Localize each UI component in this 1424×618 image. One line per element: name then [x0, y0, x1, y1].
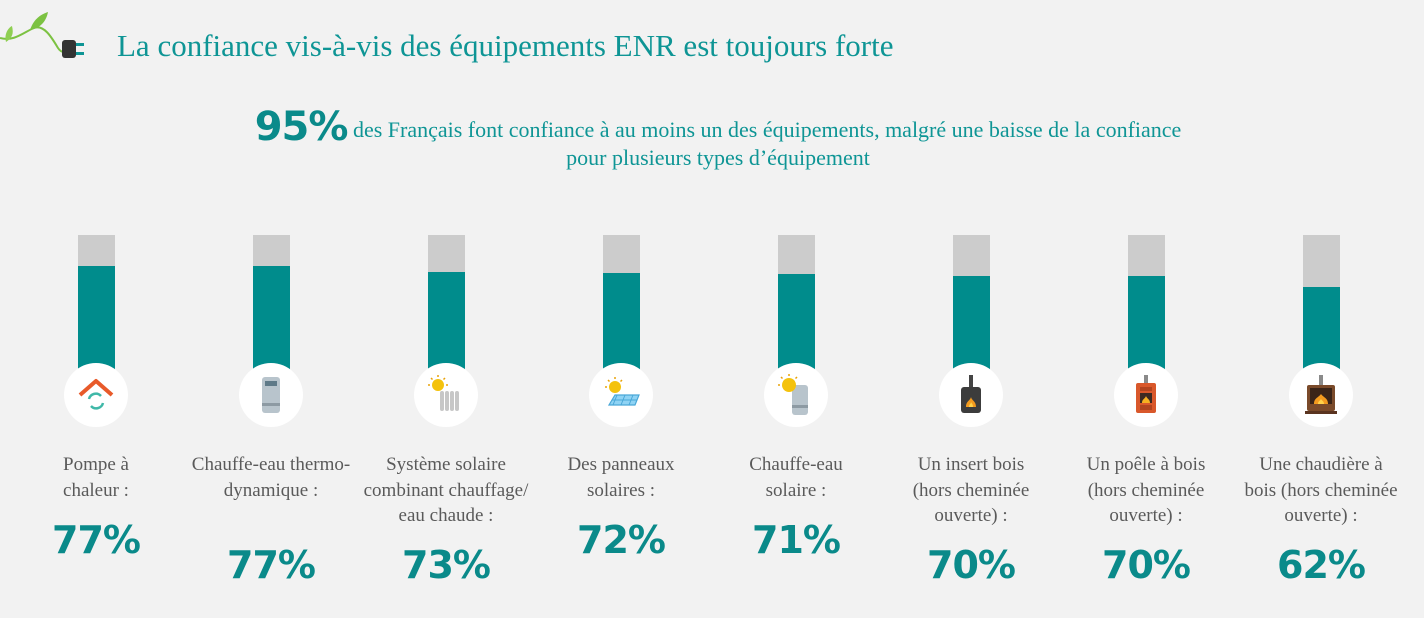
- subtitle-text: des Français font confiance à au moins u…: [352, 117, 1182, 170]
- wood-insert-icon: [939, 363, 1003, 427]
- bar-track-un-poele-a: [1127, 235, 1165, 371]
- bar-track-des-panneaux-solaires: [602, 235, 640, 371]
- heat-pump-icon: [64, 363, 128, 427]
- plug-leaf-icon: [0, 12, 84, 58]
- bar-chauffe-eau-solaire: [777, 274, 815, 371]
- bar-track-pompe-a-chaleur: [77, 235, 115, 371]
- category-label-chauffe-eau-solaire: Chauffe-eau solaire :: [749, 454, 843, 501]
- wood-boiler-icon: [1289, 363, 1353, 427]
- value-label-systeme-solaire-combinant: 73%: [402, 543, 491, 587]
- category-label-un-poele-a: Un poêle à bois (hors cheminée ouverte) :: [1086, 454, 1206, 526]
- wood-stove-icon: [1114, 363, 1178, 427]
- value-label-un-insert-bois: 70%: [927, 543, 1016, 587]
- subtitle: 95% des Français font confiance à au moi…: [238, 107, 1198, 172]
- value-label-chauffe-eau-thermo: 77%: [227, 543, 316, 587]
- page-title: La confiance vis-à-vis des équipements E…: [117, 28, 894, 63]
- bar-des-panneaux-solaires: [602, 273, 640, 371]
- solar-panel-icon: [589, 363, 653, 427]
- bar-track-systeme-solaire-combinant: [427, 235, 465, 371]
- bar-track-chauffe-eau-thermo: [252, 235, 290, 371]
- bar-une-chaudiere-a: [1302, 287, 1340, 371]
- category-label-des-panneaux-solaires: Des panneaux solaires :: [567, 454, 675, 501]
- value-label-pompe-a-chaleur: 77%: [52, 518, 141, 562]
- value-label-une-chaudiere-a: 62%: [1277, 543, 1366, 587]
- bar-pompe-a-chaleur: [77, 266, 115, 371]
- value-label-des-panneaux-solaires: 72%: [577, 518, 666, 562]
- category-label-pompe-a-chaleur: Pompe à chaleur :: [63, 454, 129, 501]
- bar-un-poele-a: [1127, 276, 1165, 371]
- bar-chauffe-eau-thermo: [252, 266, 290, 371]
- category-label-un-insert-bois: Un insert bois (hors cheminée ouverte) :: [912, 454, 1030, 526]
- category-label-une-chaudiere-a: Une chaudière à bois (hors cheminée ouvert…: [1244, 454, 1398, 526]
- value-label-chauffe-eau-solaire: 71%: [752, 518, 841, 562]
- bar-track-une-chaudiere-a: [1302, 235, 1340, 371]
- value-label-un-poele-a: 70%: [1102, 543, 1191, 587]
- category-label-systeme-solaire-combinant: Système solaire combinant chauffage/eau c…: [363, 454, 529, 526]
- solar-radiator-icon: [414, 363, 478, 427]
- category-label-chauffe-eau-thermo: Chauffe-eau thermo-dynamique :: [191, 454, 351, 501]
- subtitle-highlight: 95%: [254, 104, 349, 150]
- bar-track-chauffe-eau-solaire: [777, 235, 815, 371]
- bar-un-insert-bois: [952, 276, 990, 371]
- solar-water-heater-icon: [764, 363, 828, 427]
- water-heater-icon: [239, 363, 303, 427]
- bar-systeme-solaire-combinant: [427, 272, 465, 371]
- bar-track-un-insert-bois: [952, 235, 990, 371]
